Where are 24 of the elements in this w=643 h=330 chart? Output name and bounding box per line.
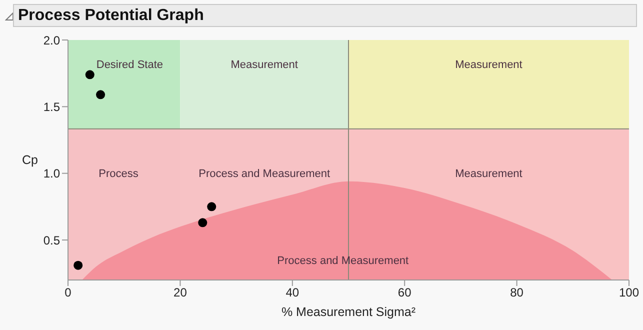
x-tick-label: 100 [618,286,640,300]
y-tick-label: 1.0 [43,166,60,181]
annotation: Desired State [96,58,164,71]
y-tick-label: 0.5 [43,233,60,248]
x-tick-label: 0 [64,286,72,300]
x-axis-title: % Measurement Sigma² [281,305,416,319]
annotation: Measurement [230,58,298,71]
x-tick-label: 40 [286,286,300,300]
y-tick-label: 2.0 [43,33,60,48]
point [74,260,83,270]
point [198,218,208,228]
x-tick-label: 60 [398,286,412,300]
x-tick-label: 80 [510,286,524,300]
point [96,90,106,100]
y-axis-title: Cp [22,153,38,167]
y-tick-label: 1.5 [43,100,60,114]
point [207,202,216,212]
annotation: Measurement [455,168,522,180]
x-tick-label: 20 [174,286,188,300]
point [85,70,94,80]
annotation: Measurement [455,58,522,71]
annotation: Process and Measurement [198,168,330,180]
annotation: Process [98,168,139,180]
chart-title: Process Potential Graph [13,4,637,27]
